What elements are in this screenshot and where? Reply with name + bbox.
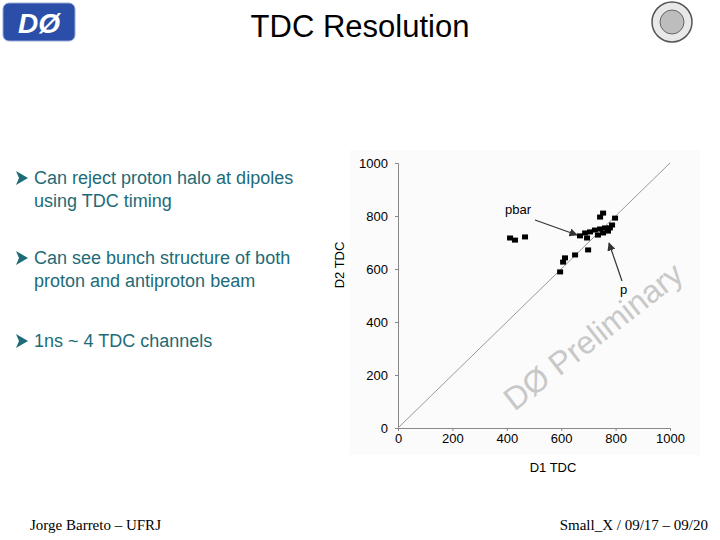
y-tick-mark	[395, 216, 398, 217]
y-axis-line	[395, 164, 399, 429]
annotation: p	[620, 282, 627, 297]
x-tick-label: 600	[551, 431, 573, 446]
point	[585, 247, 591, 252]
x-axis-line	[399, 429, 671, 432]
bullet-text: 1ns ~ 4 TDC channels	[34, 331, 212, 351]
point	[572, 252, 578, 257]
y-tick-label: 400	[366, 315, 388, 330]
bullet-text: proton and antiproton beam	[34, 271, 255, 291]
x-tick: 200	[442, 428, 464, 446]
footer-right: Small_X / 09/17 – 09/20	[560, 517, 708, 533]
logo-box	[3, 3, 75, 41]
x-axis-title: D1 TDC	[530, 460, 577, 475]
annotation-arrow	[535, 220, 577, 235]
y-tick: 800	[366, 209, 398, 224]
point	[605, 229, 611, 234]
annotation-arrow	[609, 243, 622, 281]
y-tick-mark	[395, 269, 398, 270]
plot-background	[350, 150, 700, 455]
y-tick-label: 200	[366, 368, 388, 383]
seal	[652, 2, 692, 42]
bullet-arrow	[16, 171, 28, 185]
bullet-text: using TDC timing	[34, 191, 172, 211]
y-tick-mark	[395, 375, 398, 376]
y-tick: 600	[366, 262, 398, 277]
plot-area	[398, 163, 670, 428]
x-tick: 400	[496, 428, 518, 446]
point	[592, 228, 598, 233]
x-tick: 1000	[656, 428, 685, 446]
x-tick-label: 200	[442, 431, 464, 446]
point	[597, 215, 603, 220]
seal-inner	[660, 10, 684, 34]
bullet-arrow	[16, 334, 28, 348]
bullet-arrow	[16, 251, 28, 265]
x-tick-label: 800	[605, 431, 627, 446]
x-tick: 0	[395, 428, 402, 446]
y-tick-mark	[395, 428, 398, 429]
point	[595, 233, 601, 238]
watermark: DØ Preliminary	[497, 255, 690, 417]
y-tick: 400	[366, 315, 398, 330]
slide: DØ TDC Resolution Can reject proton halo a…	[0, 0, 720, 540]
x-tick-label: 400	[496, 431, 518, 446]
x-tick-label: 1000	[656, 431, 685, 446]
y-axis: 0 200 400 600 800 1000	[359, 156, 398, 436]
x-tick: 800	[605, 428, 627, 446]
annotation: pbar	[505, 202, 532, 217]
y-tick-label: 800	[366, 209, 388, 224]
y-tick: 0	[381, 421, 398, 436]
point	[557, 269, 563, 274]
y-tick-label: 0	[381, 421, 388, 436]
point	[609, 223, 615, 228]
y-tick-mark	[395, 322, 398, 323]
bullet-text: Can see bunch structure of both	[34, 248, 290, 268]
logo: DØ	[3, 3, 75, 41]
x-axis: 0 200 400 600 800 1000	[395, 428, 685, 446]
diagonal-line	[398, 163, 670, 428]
point	[562, 255, 568, 260]
x-tick-label: 0	[395, 431, 402, 446]
bullet-text: Can reject proton halo at dipoles	[34, 168, 293, 188]
y-tick-label: 1000	[359, 156, 388, 171]
y-axis-title: D2 TDC	[332, 242, 347, 289]
y-tick-label: 600	[366, 262, 388, 277]
footer-left: Jorge Barreto – UFRJ	[30, 517, 161, 533]
y-tick-mark	[395, 163, 398, 164]
point	[612, 216, 618, 221]
point	[522, 234, 528, 239]
point	[507, 235, 513, 240]
point	[584, 235, 590, 240]
seal-outer	[652, 2, 692, 42]
title: TDC Resolution	[251, 9, 470, 44]
x-tick: 600	[551, 428, 573, 446]
y-tick: 1000	[359, 156, 398, 171]
point	[577, 233, 583, 238]
logo-text: DØ	[18, 8, 61, 39]
y-tick: 200	[366, 368, 398, 383]
